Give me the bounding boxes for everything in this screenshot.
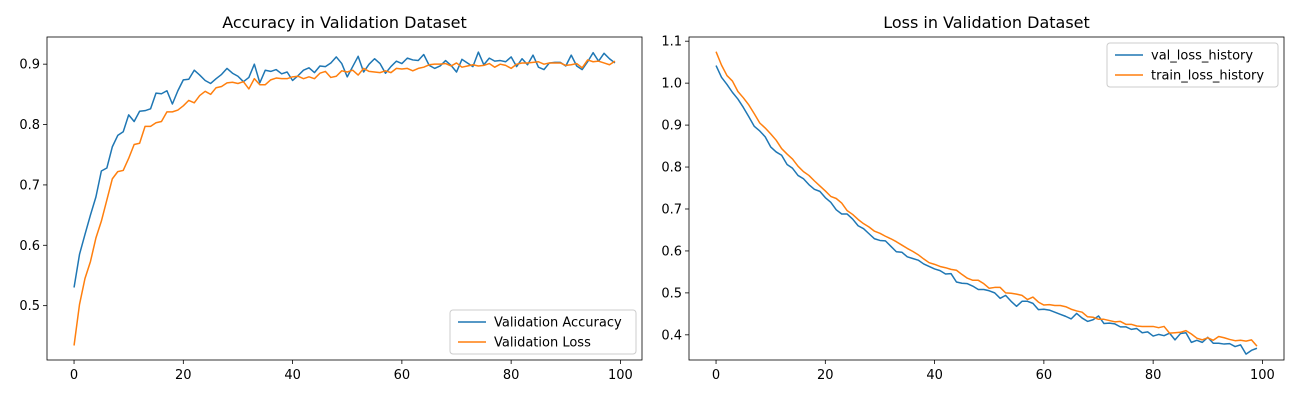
x-tick-label: 80 (503, 368, 520, 383)
y-tick-label: 0.7 (19, 178, 40, 193)
series-line-1 (715, 51, 1258, 347)
legend-label: train_loss_history (1151, 69, 1264, 84)
y-tick-label: 0.5 (661, 286, 682, 301)
chart-title: Loss in Validation Dataset (883, 13, 1090, 32)
legend: Validation Accuracy Validation Loss (449, 309, 637, 355)
accuracy-chart: Accuracy in Validation Dataset 0 20 40 60 80 1… (19, 13, 643, 383)
x-tick-label: 80 (1145, 368, 1162, 383)
plot-frame (688, 36, 1285, 361)
y-tick-label: 0.8 (19, 118, 40, 133)
legend-box (449, 309, 637, 355)
y-tick-label: 0.9 (19, 58, 40, 73)
legend: val_loss_history train_loss_history (1106, 42, 1279, 88)
x-tick-label: 60 (1036, 368, 1053, 383)
legend-box (1106, 42, 1279, 88)
y-tick-label: 0.8 (661, 161, 682, 176)
series-line-1 (73, 59, 616, 346)
series-line-0 (715, 65, 1258, 355)
y-tick-label: 1.0 (661, 77, 682, 92)
x-tick-label: 0 (70, 368, 78, 383)
x-tick-label: 20 (175, 368, 192, 383)
y-tick-label: 0.4 (661, 328, 682, 343)
loss-chart: Loss in Validation Dataset 0 20 40 60 80 100 0.… (661, 13, 1285, 383)
legend-label: val_loss_history (1151, 49, 1253, 64)
series-line-0 (73, 51, 616, 288)
y-tick-label: 0.5 (19, 299, 40, 314)
y-tick-label: 0.6 (661, 244, 682, 259)
y-tick-label: 0.7 (661, 202, 682, 217)
y-tick-label: 0.9 (661, 119, 682, 134)
x-tick-label: 40 (926, 368, 943, 383)
x-tick-label: 20 (817, 368, 834, 383)
legend-label: Validation Loss (494, 336, 591, 351)
legend-label: Validation Accuracy (494, 316, 622, 331)
plot-frame (46, 36, 643, 361)
x-tick-label: 40 (284, 368, 301, 383)
chart-title: Accuracy in Validation Dataset (222, 13, 467, 32)
y-tick-label: 0.6 (19, 239, 40, 254)
x-tick-label: 0 (712, 368, 720, 383)
x-tick-label: 100 (1250, 368, 1275, 383)
y-tick-label: 1.1 (661, 35, 682, 50)
x-tick-label: 100 (608, 368, 633, 383)
x-tick-label: 60 (394, 368, 411, 383)
